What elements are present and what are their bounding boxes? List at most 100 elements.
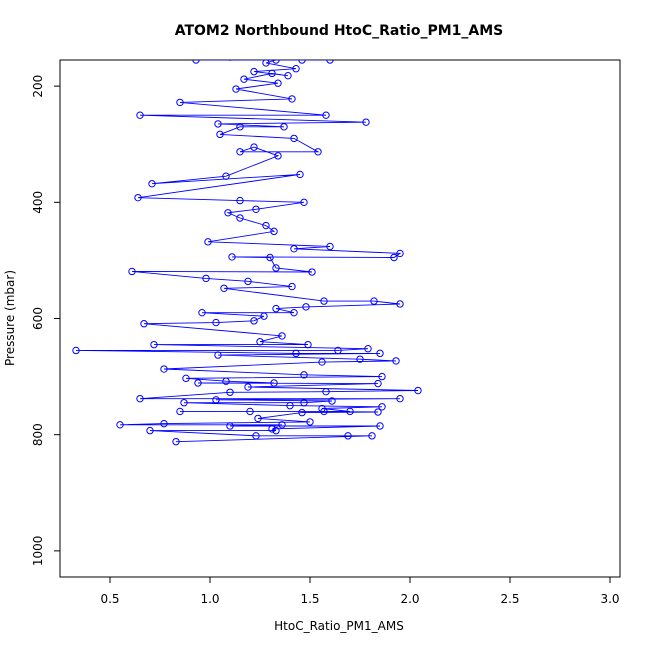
data-point <box>227 60 233 61</box>
data-point <box>254 414 262 423</box>
data-point <box>128 267 136 276</box>
data-point <box>300 371 308 379</box>
data-point <box>228 253 236 261</box>
data-point <box>134 193 142 202</box>
data-point <box>216 130 224 139</box>
data-point <box>268 425 276 433</box>
data-point <box>278 421 286 429</box>
data-point <box>224 209 232 217</box>
data-point <box>368 432 376 440</box>
data-point <box>302 303 310 311</box>
x-tick-label: 0.5 <box>100 592 119 606</box>
data-point <box>270 227 278 236</box>
data-point <box>298 408 306 417</box>
data-point <box>298 60 306 64</box>
data-point <box>300 198 308 207</box>
data-point <box>182 374 190 383</box>
data-point <box>300 399 308 407</box>
data-point <box>356 355 364 363</box>
data-point <box>236 123 244 131</box>
data-point <box>376 422 384 430</box>
data-point <box>194 379 202 387</box>
x-tick-label: 3.0 <box>600 592 619 606</box>
data-point <box>376 349 384 358</box>
x-tick-label: 1.5 <box>300 592 319 606</box>
data-point <box>278 332 286 340</box>
data-point <box>204 238 212 246</box>
data-point <box>288 95 296 103</box>
data-point <box>362 118 370 126</box>
x-axis: 0.5 1.0 1.5 2.0 2.5 3.0 <box>100 576 620 606</box>
series-line <box>75 60 419 443</box>
data-point <box>72 346 80 355</box>
data-point <box>378 372 386 381</box>
data-point <box>374 379 382 388</box>
data-point <box>220 284 228 292</box>
data-point <box>252 432 260 440</box>
chart-title: ATOM2 Northbound HtoC_Ratio_PM1_AMS <box>175 23 504 39</box>
data-point <box>212 318 220 327</box>
data-point <box>322 111 330 119</box>
data-point <box>136 111 144 119</box>
data-point <box>236 148 244 156</box>
y-axis: 200 400 600 800 1000 <box>31 75 61 567</box>
plot-area <box>59 59 621 578</box>
series-group <box>72 60 422 446</box>
data-point <box>286 401 294 410</box>
data-point <box>274 79 282 87</box>
data-point <box>250 317 258 325</box>
data-point <box>392 357 400 365</box>
data-point <box>212 396 220 404</box>
data-point <box>180 399 188 407</box>
data-point <box>370 297 378 305</box>
data-point <box>296 170 304 179</box>
data-point <box>396 300 404 308</box>
data-point <box>390 253 398 262</box>
data-point <box>290 134 298 143</box>
data-point <box>176 407 184 416</box>
data-point <box>148 180 156 188</box>
data-point <box>414 386 422 395</box>
data-point <box>150 340 158 349</box>
x-tick-label: 1.0 <box>200 592 219 606</box>
data-point <box>222 377 230 385</box>
data-point <box>374 408 382 416</box>
data-point <box>240 75 248 83</box>
data-point <box>270 379 278 387</box>
data-point <box>236 196 244 205</box>
data-point <box>146 426 154 435</box>
data-point <box>250 143 258 151</box>
data-point <box>306 418 314 426</box>
data-point <box>246 407 254 416</box>
y-tick-label: 400 <box>31 191 45 214</box>
y-axis-label: Pressure (mbar) <box>3 270 17 366</box>
data-point <box>260 312 268 320</box>
data-point <box>396 249 404 258</box>
data-point <box>262 221 270 230</box>
data-point <box>136 394 144 403</box>
data-point <box>284 71 292 80</box>
data-point <box>272 264 280 272</box>
data-point <box>160 365 168 373</box>
data-point <box>396 394 404 403</box>
data-point <box>244 383 252 391</box>
data-point <box>320 297 328 305</box>
y-tick-label: 1000 <box>31 536 45 567</box>
data-point <box>274 152 282 160</box>
data-point <box>346 407 354 416</box>
data-point <box>226 422 234 430</box>
data-point <box>222 172 230 180</box>
data-point <box>262 60 270 67</box>
data-point <box>272 426 280 435</box>
x-axis-label: HtoC_Ratio_PM1_AMS <box>274 619 404 633</box>
data-point <box>214 120 222 128</box>
data-point <box>226 388 234 396</box>
data-point <box>214 351 222 359</box>
data-point <box>328 397 336 405</box>
x-tick-label: 2.0 <box>400 592 419 606</box>
data-point <box>172 437 180 446</box>
x-tick-label: 2.5 <box>500 592 519 606</box>
data-point <box>292 349 300 358</box>
data-point <box>304 340 312 349</box>
